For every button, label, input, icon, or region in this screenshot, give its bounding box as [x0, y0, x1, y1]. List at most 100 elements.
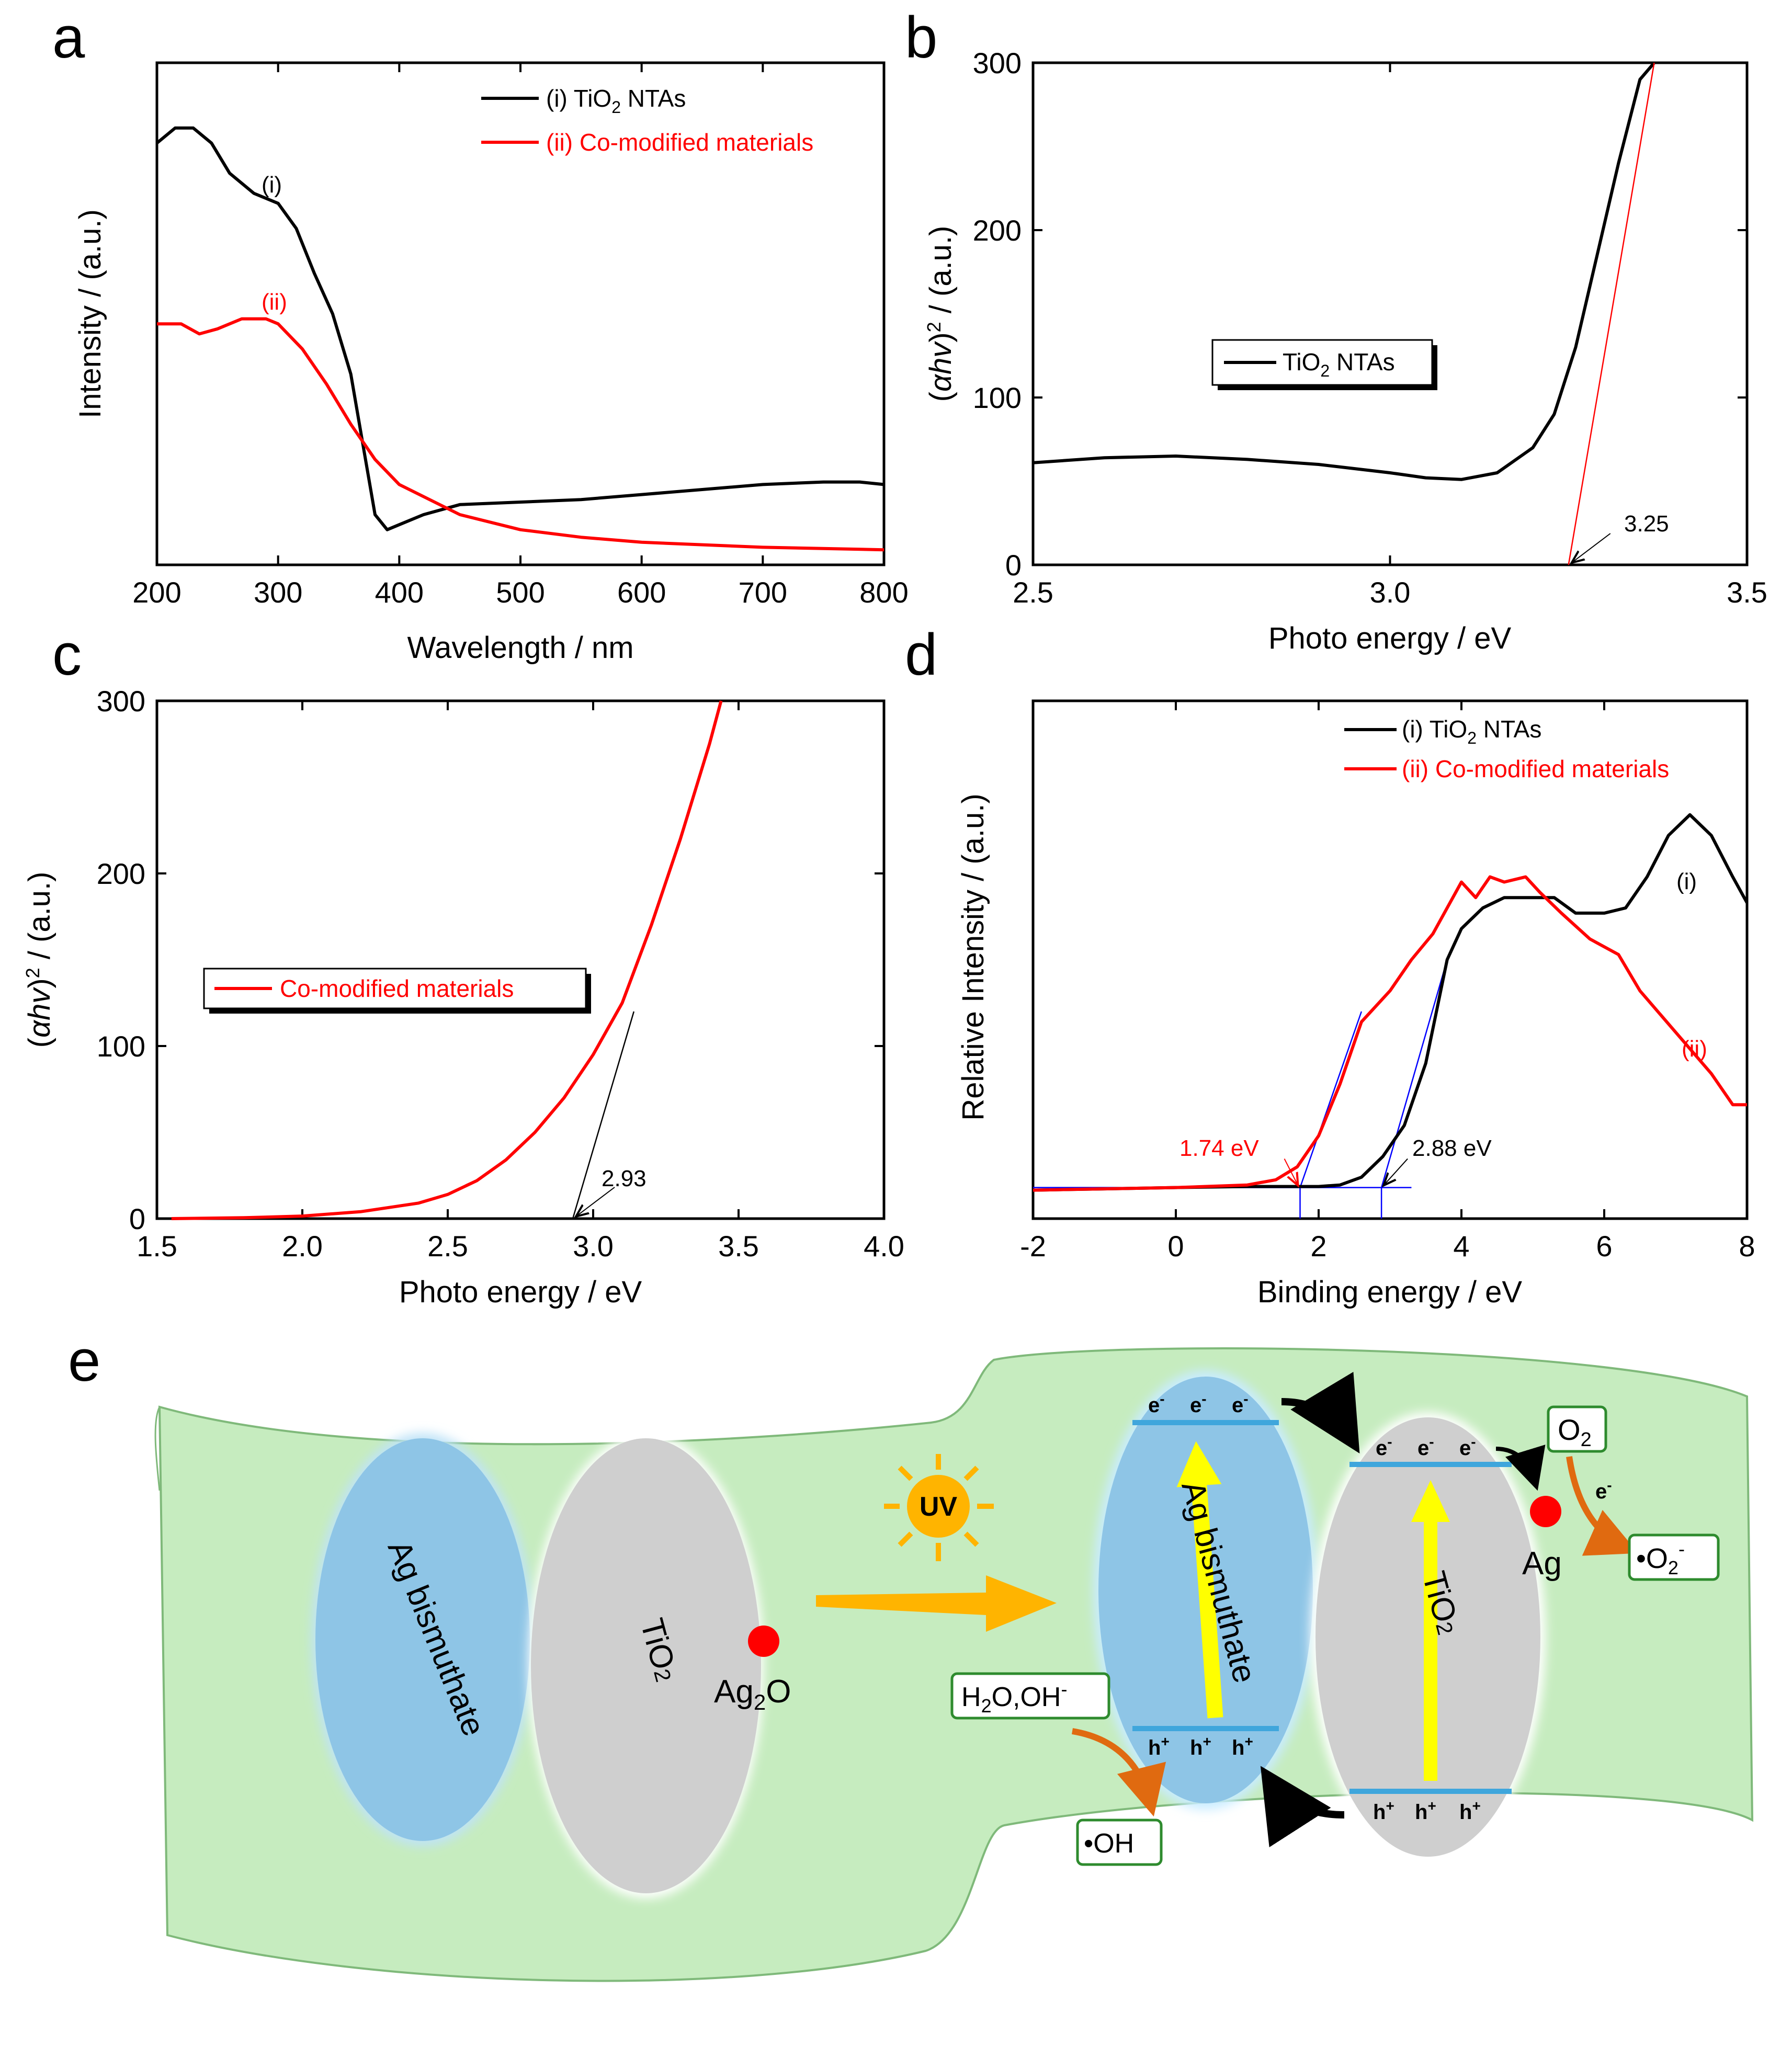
panel-b-xlabel: Photo energy / eV [1268, 621, 1512, 655]
electron-transfer-arrow [1281, 1371, 1360, 1454]
panel-c-series [171, 700, 723, 1220]
panel-c-ytick-label: 300 [97, 685, 145, 718]
panel-d-legend-label-ii: (ii) Co-modified materials [1402, 755, 1669, 782]
panel-b-annotation-arrow [1572, 533, 1611, 563]
panel-c-ticks [156, 700, 885, 1220]
panel-d-tangent-line-1 [1299, 1011, 1363, 1188]
panel-b-xtick-label: 2.5 [1013, 576, 1053, 609]
panel-d-xtick-label: 6 [1596, 1230, 1612, 1263]
ag2o-label: Ag2O [714, 1674, 791, 1714]
panel-d-ticks [1032, 701, 1748, 1219]
h2o-box [950, 1672, 1110, 1720]
panel-b-ytick-label: 200 [973, 214, 1022, 247]
tio2-hole-1: h+ [1373, 1798, 1394, 1824]
tio2-valence-band [1349, 1789, 1512, 1794]
o2-box [1547, 1405, 1607, 1453]
bismuthate-holes: h+ h+ h+ [1148, 1733, 1253, 1759]
panel-letter-d: d [905, 622, 937, 687]
hydroxyl-radical-label: •OH [1084, 1828, 1134, 1859]
bismuthate-conduction-band [1132, 1420, 1279, 1425]
bismuthate-hole-3: h+ [1232, 1733, 1253, 1759]
panel-d-ticklabels: -2 0 2 4 6 8 [1020, 1230, 1755, 1263]
ag2o-dot [748, 1626, 779, 1657]
substrate-ribbon-edge [154, 1406, 161, 1491]
panel-c-ytick-label: 200 [97, 857, 145, 890]
bismuthate-electrons: e- e- e- [1148, 1391, 1249, 1417]
bismuthate-electron-2: e- [1190, 1391, 1207, 1417]
panel-b-series [1033, 62, 1655, 565]
panel-b-legend-label: TiO2 NTAs [1283, 348, 1395, 380]
panel-a-series-line-1 [156, 126, 884, 531]
tio2-hole-3: h+ [1459, 1798, 1481, 1824]
panel-a-xtick-label: 700 [739, 576, 787, 609]
panel-c-ytick-label: 100 [97, 1030, 145, 1063]
bismuthate-electron-3: e- [1232, 1391, 1249, 1417]
panel-d-legend-label-i: (i) TiO2 NTAs [1402, 715, 1541, 747]
superoxide-box [1628, 1533, 1720, 1581]
o2-reduction-arrow [1566, 1456, 1638, 1556]
panel-d-tangent-line-2 [1380, 959, 1448, 1188]
bismuthate-electron-1: e- [1148, 1391, 1165, 1417]
tio2-conduction-band [1349, 1462, 1512, 1467]
panel-a: a 200 300 400 500 600 700 800 Wavelength / nm … [52, 5, 909, 665]
panel-c-annotation-arrow [576, 1187, 615, 1217]
panel-a-series [156, 126, 884, 552]
panel-a-xtick-label: 300 [254, 576, 302, 609]
panel-a-xtick-label: 600 [617, 576, 666, 609]
electron-to-ag-arrow [1495, 1445, 1546, 1491]
panel-d: d -2 0 2 4 6 8 Binding energy / eV Relative I… [905, 622, 1755, 1309]
panel-letter-a: a [52, 5, 85, 70]
o2-label: O2 [1558, 1413, 1592, 1451]
panel-c-xtick-label: 2.0 [282, 1230, 323, 1263]
panel-d-series-line-2 [1033, 875, 1747, 1192]
bismuthate-excitation-arrow [1176, 1441, 1223, 1719]
panel-a-curve-label-ii: (ii) [262, 289, 287, 315]
panel-a-xlabel: Wavelength / nm [407, 631, 633, 665]
panel-b-ytick-label: 300 [973, 47, 1022, 79]
uv-arrow-icon [816, 1575, 1057, 1632]
tio2-electron-3: e- [1459, 1434, 1476, 1460]
panel-d-curve-label-ii: (ii) [1682, 1036, 1707, 1062]
uv-sun-icon [884, 1454, 994, 1561]
panel-d-annotation-arrow-2 [1383, 1158, 1408, 1186]
panel-c-tangent-line [572, 1011, 635, 1219]
panel-letter-e: e [68, 1328, 100, 1393]
h2o-label: H2O,OH- [961, 1678, 1068, 1717]
left-bismuthate-particle [315, 1438, 530, 1841]
panel-c-xtick-label: 3.5 [718, 1230, 759, 1263]
panel-c: c 1.5 2.0 2.5 3.0 3.5 4.0 0 100 200 300 Photo ene… [22, 622, 904, 1309]
panel-c-xtick-label: 1.5 [137, 1230, 177, 1263]
h2o-oxidation-arrow [1072, 1728, 1166, 1817]
panel-c-annotation: 2.93 [602, 1166, 647, 1191]
tio2-electrons: e- e- e- [1376, 1434, 1476, 1460]
panel-c-xtick-label: 4.0 [864, 1230, 904, 1263]
panel-d-xtick-label: -2 [1020, 1230, 1046, 1263]
panel-a-xticks [156, 63, 885, 565]
panel-b-ylabel: (αhv)2 / (a.u.) [923, 226, 958, 402]
bismuthate-valence-band [1132, 1726, 1279, 1731]
tio2-electron-1: e- [1376, 1434, 1392, 1460]
tio2-electron-2: e- [1417, 1434, 1434, 1460]
panel-letter-c: c [52, 622, 82, 687]
panel-b-ticks [1032, 62, 1748, 566]
panel-d-xtick-label: 8 [1739, 1230, 1755, 1263]
panel-c-ticklabels: 1.5 2.0 2.5 3.0 3.5 4.0 0 100 200 300 [97, 685, 904, 1263]
left-tio2-particle [531, 1438, 761, 1893]
panel-b-tangent-line [1568, 62, 1655, 565]
panel-d-frame [1031, 699, 1749, 1220]
panel-c-series-line-1 [171, 700, 723, 1220]
panel-d-ylabel: Relative Intensity / (a.u.) [956, 793, 990, 1120]
panel-a-legend-label-i: (i) TiO2 NTAs [546, 85, 686, 117]
panel-c-xlabel: Photo energy / eV [399, 1275, 642, 1309]
uv-label: UV [920, 1492, 958, 1522]
panel-d-series [1033, 813, 1749, 1192]
panel-a-xticklabels: 200 300 400 500 600 700 800 [132, 576, 908, 609]
panel-a-curve-label-i: (i) [262, 172, 282, 198]
panel-b-xtick-label: 3.5 [1727, 576, 1767, 609]
bismuthate-hole-1: h+ [1148, 1733, 1170, 1759]
superoxide-label: •O2- [1636, 1538, 1685, 1578]
panel-b-annotation: 3.25 [1624, 511, 1669, 537]
panel-b-ticklabels: 2.5 3.0 3.5 0 100 200 300 [973, 47, 1767, 609]
